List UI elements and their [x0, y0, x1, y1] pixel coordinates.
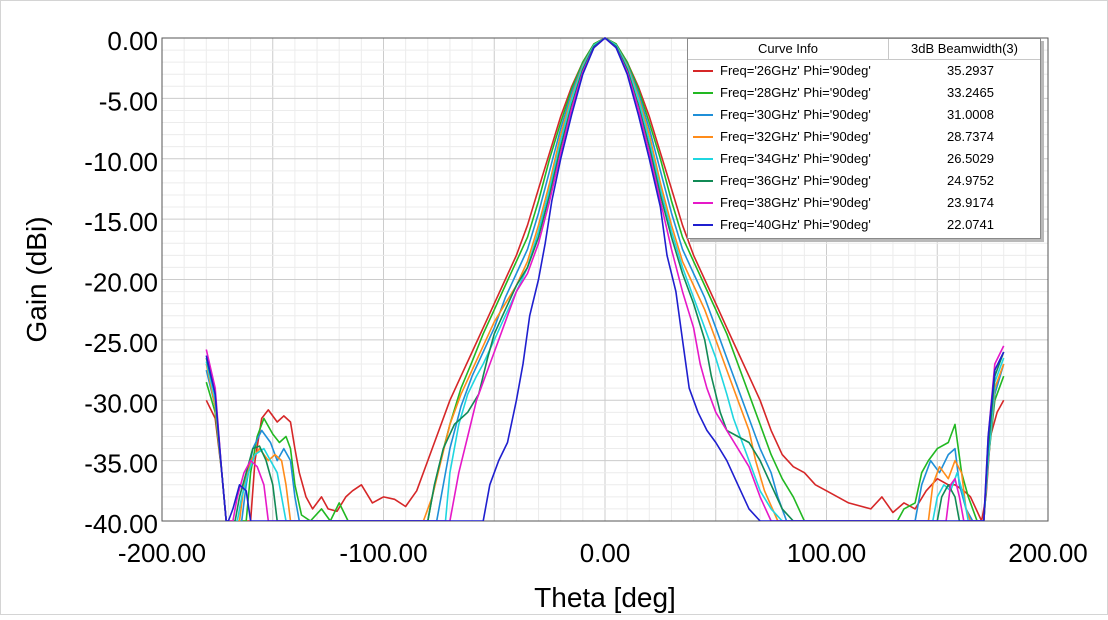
legend-swatch [693, 136, 713, 138]
legend-swatch [693, 70, 713, 72]
legend-row: Freq='40GHz' Phi='90deg' 22.0741 [688, 214, 1040, 236]
legend-row: Freq='26GHz' Phi='90deg' 35.2937 [688, 60, 1040, 82]
legend-header: Curve Info 3dB Beamwidth(3) [688, 39, 1040, 60]
legend-row: Freq='38GHz' Phi='90deg' 23.9174 [688, 192, 1040, 214]
y-axis-title: Gain (dBi) [21, 216, 52, 342]
grid [161, 37, 1049, 522]
legend-row: Freq='28GHz' Phi='90deg' 33.2465 [688, 82, 1040, 104]
y-tick-label: -10.00 [84, 147, 158, 177]
legend-row: Freq='36GHz' Phi='90deg' 24.9752 [688, 170, 1040, 192]
legend-series-name: Freq='40GHz' Phi='90deg' [720, 217, 871, 232]
legend-series-name: Freq='28GHz' Phi='90deg' [720, 85, 871, 100]
legend-series-name: Freq='34GHz' Phi='90deg' [720, 151, 871, 166]
legend-swatch [693, 202, 713, 204]
curves [205, 37, 1005, 521]
legend-swatch [693, 92, 713, 94]
series-line-8 [205, 37, 1005, 521]
legend-row: Freq='32GHz' Phi='90deg' 28.7374 [688, 126, 1040, 148]
legend-beamwidth-value: 26.5029 [947, 151, 994, 166]
y-tick-label: -15.00 [84, 207, 158, 237]
legend-row: Freq='34GHz' Phi='90deg' 26.5029 [688, 148, 1040, 170]
series-line-6 [205, 37, 1005, 521]
legend-beamwidth-value: 35.2937 [947, 63, 994, 78]
legend-swatch [693, 114, 713, 116]
legend-series-name: Freq='26GHz' Phi='90deg' [720, 63, 871, 78]
y-tick-label: 0.00 [107, 26, 158, 56]
x-axis-title: Theta [deg] [534, 582, 676, 613]
legend-beamwidth-value: 24.9752 [947, 173, 994, 188]
legend-rows: Freq='26GHz' Phi='90deg' 35.2937 Freq='28G… [688, 60, 1040, 236]
x-tick-label: -200.00 [118, 538, 206, 568]
y-tick-label: -5.00 [99, 86, 158, 116]
y-tick-label: -40.00 [84, 509, 158, 539]
legend-series-name: Freq='38GHz' Phi='90deg' [720, 195, 871, 210]
legend-beamwidth-value: 28.7374 [947, 129, 994, 144]
legend-swatch [693, 158, 713, 160]
legend-beamwidth-value: 23.9174 [947, 195, 994, 210]
legend-swatch [693, 224, 713, 226]
y-tick-label: -20.00 [84, 268, 158, 298]
legend-beamwidth-value: 33.2465 [947, 85, 994, 100]
y-tick-label: -25.00 [84, 328, 158, 358]
y-tick-label: -35.00 [84, 449, 158, 479]
legend-header-beamwidth: 3dB Beamwidth(3) [888, 39, 1040, 59]
y-tick-label: -30.00 [84, 388, 158, 418]
x-tick-label: 200.00 [1008, 538, 1088, 568]
legend-header-curve-info: Curve Info [758, 41, 818, 56]
legend-series-name: Freq='36GHz' Phi='90deg' [720, 173, 871, 188]
legend-series-name: Freq='32GHz' Phi='90deg' [720, 129, 871, 144]
legend-beamwidth-value: 22.0741 [947, 217, 994, 232]
legend: Curve Info 3dB Beamwidth(3) Freq='26GHz'… [687, 38, 1041, 239]
legend-row: Freq='30GHz' Phi='90deg' 31.0008 [688, 104, 1040, 126]
legend-series-name: Freq='30GHz' Phi='90deg' [720, 107, 871, 122]
series-line-2 [205, 37, 1005, 521]
legend-swatch [693, 180, 713, 182]
legend-beamwidth-value: 31.0008 [947, 107, 994, 122]
x-tick-label: -100.00 [339, 538, 427, 568]
x-tick-label: 0.00 [580, 538, 631, 568]
x-tick-label: 100.00 [787, 538, 867, 568]
